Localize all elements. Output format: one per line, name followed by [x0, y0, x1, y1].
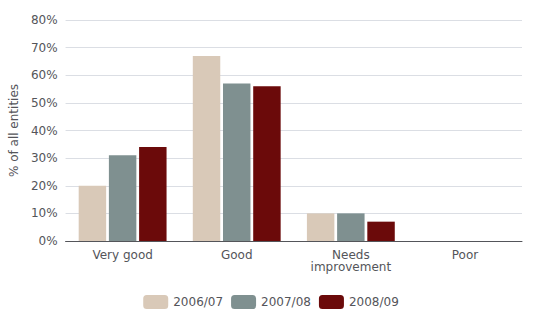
svg-text:0%: 0% — [39, 234, 58, 248]
svg-text:2006/07: 2006/07 — [173, 295, 223, 309]
svg-text:2008/09: 2008/09 — [349, 295, 399, 309]
svg-text:Poor: Poor — [452, 248, 478, 262]
svg-text:Needs: Needs — [332, 248, 370, 262]
svg-text:improvement: improvement — [311, 260, 392, 274]
svg-text:80%: 80% — [31, 13, 58, 27]
svg-text:30%: 30% — [31, 151, 58, 165]
svg-text:Good: Good — [221, 248, 253, 262]
svg-text:20%: 20% — [31, 179, 58, 193]
svg-text:10%: 10% — [31, 206, 58, 220]
svg-text:50%: 50% — [31, 96, 58, 110]
svg-text:60%: 60% — [31, 68, 58, 82]
svg-text:2007/08: 2007/08 — [261, 295, 311, 309]
svg-text:70%: 70% — [31, 41, 58, 55]
svg-text:Very good: Very good — [92, 248, 152, 262]
svg-text:40%: 40% — [31, 124, 58, 138]
svg-text:% of all entities: % of all entities — [7, 84, 21, 177]
